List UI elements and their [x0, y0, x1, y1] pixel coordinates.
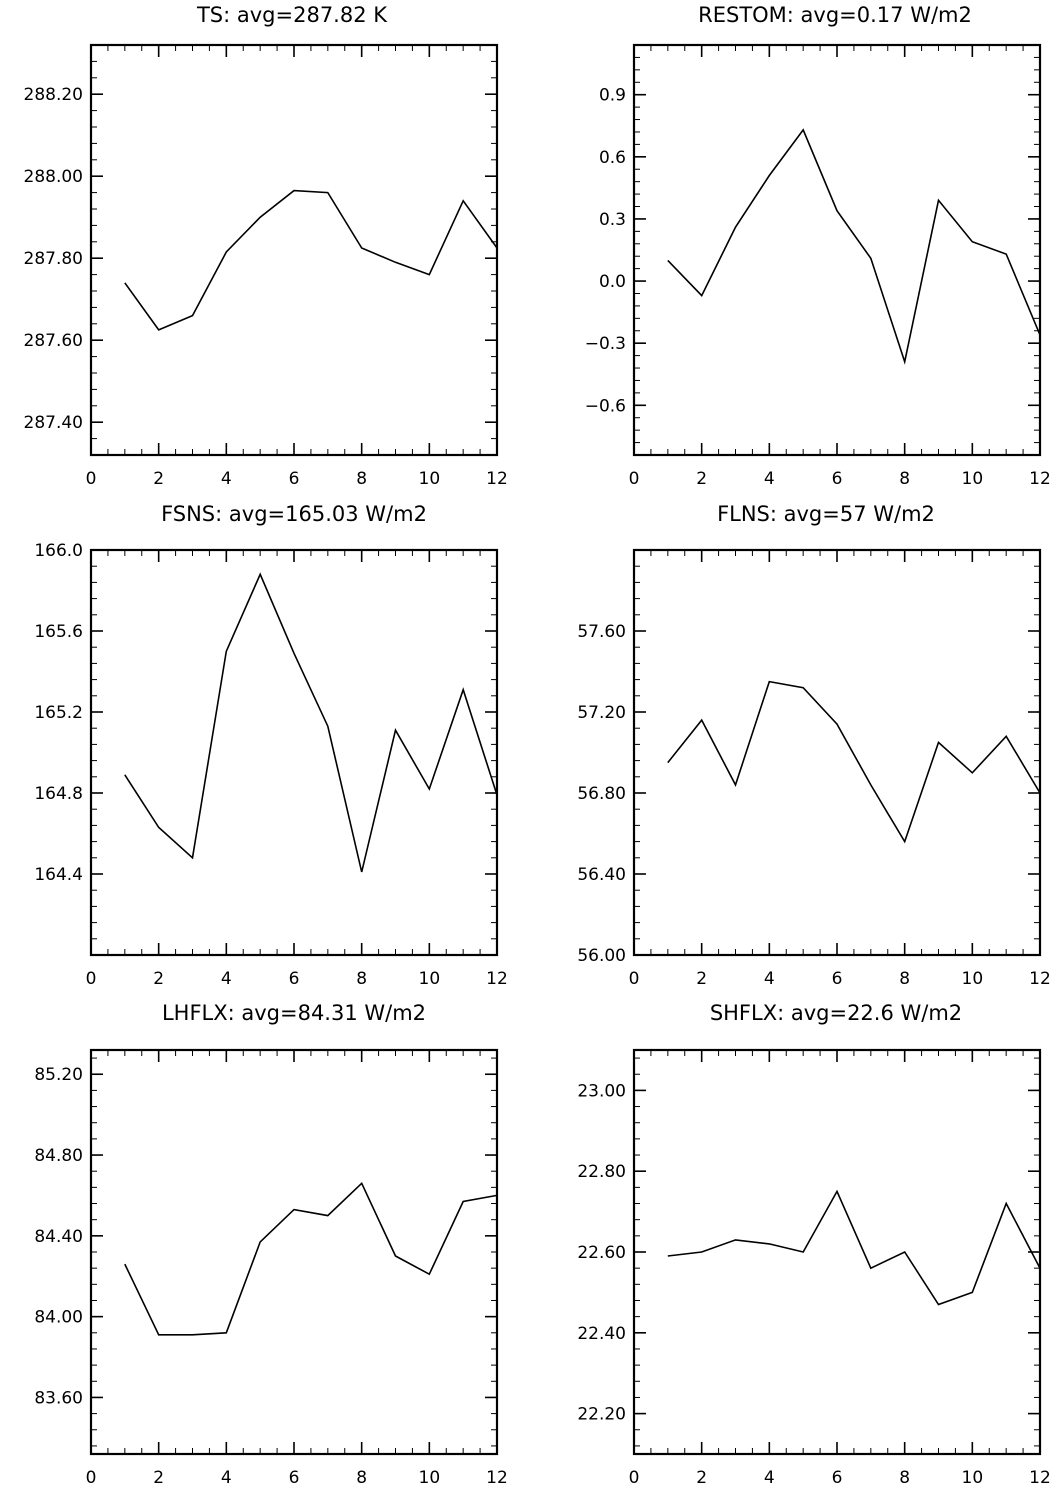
- x-tick-label: 10: [419, 469, 441, 489]
- x-tick-label: 12: [486, 469, 508, 489]
- series-line: [124, 1181, 498, 1336]
- x-tick-label: 12: [486, 969, 508, 989]
- x-tick-label: 8: [899, 1468, 910, 1488]
- x-tick-label: 6: [289, 1468, 300, 1488]
- plot-frame: [632, 548, 1042, 957]
- x-tick-label: 8: [356, 469, 367, 489]
- y-tick-label: −0.6: [585, 396, 626, 416]
- y-tick-label: 288.00: [24, 167, 83, 187]
- y-tick-label: 85.20: [34, 1065, 83, 1085]
- x-tick-label: 12: [1029, 469, 1051, 489]
- y-tick-label: 287.40: [24, 413, 83, 433]
- series-line: [124, 189, 498, 331]
- x-tick-label: 0: [629, 469, 640, 489]
- x-tick-label: 2: [696, 469, 707, 489]
- x-tick-label: 4: [764, 1468, 775, 1488]
- y-tick-label: 287.80: [24, 249, 83, 269]
- x-tick-label: 6: [289, 469, 300, 489]
- plot-frame: [632, 43, 1042, 457]
- x-tick-label: 12: [1029, 1468, 1051, 1488]
- y-tick-label: 166.0: [34, 541, 83, 561]
- x-tick-label: 2: [696, 1468, 707, 1488]
- y-tick-label: 22.60: [577, 1243, 626, 1263]
- x-tick-label: 6: [832, 469, 843, 489]
- y-tick-label: 22.20: [577, 1405, 626, 1425]
- x-tick-label: 2: [696, 969, 707, 989]
- y-tick-label: 56.00: [577, 946, 626, 966]
- y-tick-label: 22.80: [577, 1162, 626, 1182]
- x-tick-label: 4: [221, 969, 232, 989]
- y-tick-label: 0.9: [599, 86, 626, 106]
- x-tick-label: 8: [899, 969, 910, 989]
- series-line: [667, 1189, 1041, 1306]
- panel-title: FLNS: avg=57 W/m2: [717, 502, 935, 526]
- panel-ts: TS: avg=287.82 K 0 2 4 6 8 10 12 287.40 287.60 28…: [24, 3, 508, 489]
- y-tick-label: 164.8: [34, 784, 83, 804]
- panel-lhflx: LHFLX: avg=84.31 W/m2 0 2 4 6 8 10 12 83.60 84.0…: [34, 1001, 507, 1488]
- y-tick-label: −0.3: [585, 334, 626, 354]
- panel-title: FSNS: avg=165.03 W/m2: [161, 502, 427, 526]
- x-tick-label: 2: [153, 1468, 164, 1488]
- x-tick-label: 0: [629, 1468, 640, 1488]
- panel-shflx: SHFLX: avg=22.6 W/m2 0 2 4 6 8 10 12 22.20 22.40…: [577, 1001, 1050, 1488]
- panel-title: TS: avg=287.82 K: [196, 3, 388, 27]
- y-tick-label: 288.20: [24, 85, 83, 105]
- panel-title: LHFLX: avg=84.31 W/m2: [162, 1001, 426, 1025]
- x-tick-label: 2: [153, 969, 164, 989]
- x-tick-label: 12: [486, 1468, 508, 1488]
- y-tick-label: 84.00: [34, 1308, 83, 1328]
- panel-title: SHFLX: avg=22.6 W/m2: [710, 1001, 962, 1025]
- x-tick-label: 6: [832, 1468, 843, 1488]
- y-tick-label: 22.40: [577, 1324, 626, 1344]
- x-tick-label: 8: [899, 469, 910, 489]
- plot-frame: [89, 548, 499, 957]
- panel-flns: FLNS: avg=57 W/m2 0 2 4 6 8 10 12 56.00 56.40 56.…: [577, 502, 1050, 989]
- y-tick-label: 84.80: [34, 1146, 83, 1166]
- y-tick-label: 23.00: [577, 1081, 626, 1101]
- x-tick-label: 12: [1029, 969, 1051, 989]
- y-tick-label: 287.60: [24, 331, 83, 351]
- y-tick-label: 0.3: [599, 210, 626, 230]
- plot-frame: [89, 1048, 499, 1456]
- series-line: [667, 128, 1041, 365]
- y-tick-label: 0.6: [599, 148, 626, 168]
- panel-fsns: FSNS: avg=165.03 W/m2 0 2 4 6 8 10 12 164.4 164.…: [34, 502, 507, 989]
- y-tick-label: 84.40: [34, 1227, 83, 1247]
- x-tick-label: 10: [962, 969, 984, 989]
- series-line: [124, 572, 498, 873]
- y-tick-label: 83.60: [34, 1388, 83, 1408]
- y-tick-label: 165.2: [34, 703, 83, 723]
- x-tick-label: 4: [764, 969, 775, 989]
- x-tick-label: 6: [289, 969, 300, 989]
- panel-restom: RESTOM: avg=0.17 W/m2 0 2 4 6 8 10 12 −0.6 −0.3 0…: [585, 3, 1051, 489]
- y-tick-label: 56.40: [577, 865, 626, 885]
- x-tick-label: 4: [221, 1468, 232, 1488]
- y-tick-label: 57.60: [577, 622, 626, 642]
- x-tick-label: 10: [419, 1468, 441, 1488]
- y-tick-label: 164.4: [34, 865, 83, 885]
- x-tick-label: 10: [962, 469, 984, 489]
- x-tick-label: 10: [419, 969, 441, 989]
- x-tick-label: 4: [764, 469, 775, 489]
- x-tick-label: 0: [86, 969, 97, 989]
- x-tick-label: 0: [86, 1468, 97, 1488]
- x-tick-label: 10: [962, 1468, 984, 1488]
- y-tick-label: 165.6: [34, 622, 83, 642]
- x-tick-label: 0: [86, 469, 97, 489]
- y-tick-label: 0.0: [599, 272, 626, 292]
- x-tick-label: 8: [356, 1468, 367, 1488]
- x-tick-label: 2: [153, 469, 164, 489]
- x-tick-label: 0: [629, 969, 640, 989]
- panel-title: RESTOM: avg=0.17 W/m2: [698, 3, 972, 27]
- x-tick-label: 6: [832, 969, 843, 989]
- y-tick-label: 57.20: [577, 703, 626, 723]
- series-line: [667, 680, 1041, 844]
- plot-frame: [89, 43, 499, 457]
- x-tick-label: 8: [356, 969, 367, 989]
- y-tick-label: 56.80: [577, 784, 626, 804]
- x-tick-label: 4: [221, 469, 232, 489]
